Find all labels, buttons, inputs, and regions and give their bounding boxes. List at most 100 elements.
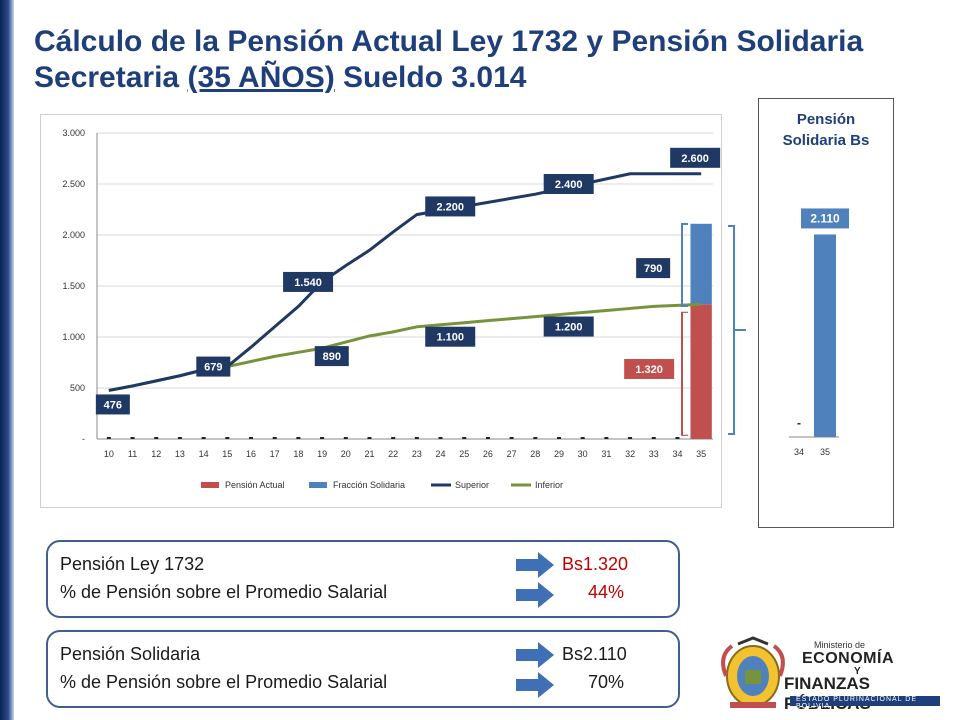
data-label-superior: 679 [196, 356, 231, 377]
info-label-pension-ley: Pensión Ley 1732 [60, 554, 205, 574]
main-chart: - 500 1.000 1.500 2.000 2.500 3.000 10 11 12 13 14 1… [62, 128, 721, 490]
data-label-box [543, 316, 594, 337]
zero-value-marker [533, 437, 538, 439]
zero-value-marker [391, 437, 396, 439]
x-tick-label: 13 [175, 449, 185, 459]
data-label-box [283, 271, 334, 292]
zero-value-marker [154, 437, 159, 439]
side-value-label-box [801, 208, 849, 229]
data-label-box [314, 346, 349, 367]
zero-value-marker [367, 437, 372, 439]
data-label-fracci-n-solidaria: 790 [636, 258, 671, 279]
info-label-percent-1: % de Pensión sobre el Promedio Salarial [60, 582, 388, 602]
info-box-pension-ley: Pensión Ley 1732 % de Pensión sobre el P… [46, 540, 680, 618]
data-label-superior: 2.400 [543, 174, 594, 194]
data-label-box [624, 358, 675, 379]
x-tick-label: 25 [459, 449, 469, 459]
data-label-inferior: 1.100 [425, 326, 476, 347]
data-label-superior: 2.200 [425, 196, 476, 217]
legend-label: Superior [455, 480, 489, 490]
left-decor-bar [0, 0, 14, 720]
arrow-right-icon [516, 642, 554, 668]
data-label-text: 1.200 [555, 322, 583, 334]
data-label-text: 476 [104, 399, 122, 411]
side-chart-title-line-1: Pensión [796, 111, 856, 128]
x-tick-label: 35 [696, 449, 706, 459]
data-label-text: 1.320 [635, 364, 663, 376]
side-x-tick-label: 35 [820, 447, 830, 457]
arrow-right-icon [516, 552, 554, 578]
side-chart-frame: Pensión Solidaria Bs 34 35 2.110 - [758, 98, 894, 528]
zero-value-marker [462, 437, 467, 439]
x-tick-label: 26 [483, 449, 493, 459]
info-label-pension-solidaria: Pensión Solidaria [60, 644, 201, 664]
data-label-box [543, 174, 594, 194]
zero-value-marker [177, 437, 182, 439]
data-label-text: 2.600 [681, 153, 709, 165]
info-box-pension-solidaria: Pensión Solidaria % de Pensión sobre el … [46, 630, 680, 708]
x-tick-label: 22 [388, 449, 398, 459]
x-tick-label: 29 [554, 449, 564, 459]
legend-swatch [201, 482, 219, 488]
y-tick-label: 2.000 [62, 230, 85, 240]
side-chart: 34 35 2.110 - [789, 208, 849, 457]
bar-fraccion-solidaria [690, 223, 712, 305]
zero-value-marker [272, 437, 277, 439]
info-value-percent-2: 70% [588, 672, 625, 692]
data-label-text: 679 [204, 362, 222, 374]
data-label-inferior: 890 [314, 346, 349, 367]
y-tick-label: 500 [70, 383, 85, 393]
x-tick-label: 11 [128, 449, 137, 459]
logo-banner [790, 696, 940, 706]
x-tick-label: 12 [151, 449, 161, 459]
side-chart-title-line-2: Solidaria Bs [782, 132, 870, 149]
x-tick-label: 32 [625, 449, 635, 459]
data-label-superior: 476 [95, 394, 130, 415]
x-tick-label: 23 [412, 449, 422, 459]
legend-label: Inferior [535, 480, 563, 490]
data-label-box [425, 196, 476, 217]
pension-actual-bracket [681, 311, 688, 436]
data-label-box [425, 326, 476, 347]
zero-value-marker [485, 437, 490, 439]
x-tick-label: 24 [436, 449, 446, 459]
x-tick-label: 17 [270, 449, 280, 459]
zero-value-marker [201, 437, 206, 439]
data-label-superior: 2.600 [670, 147, 721, 168]
x-tick-label: 20 [341, 449, 351, 459]
side-value-label: - [797, 416, 801, 430]
info-value-pension-ley: Bs1.320 [562, 554, 629, 574]
data-label-text: 1.540 [294, 277, 322, 289]
y-tick-label: 1.500 [62, 281, 85, 291]
x-tick-label: 21 [364, 449, 374, 459]
data-label-inferior: 1.200 [543, 316, 594, 337]
x-tick-label: 14 [199, 449, 209, 459]
bar-pension-actual [690, 304, 712, 439]
zero-value-marker [557, 437, 561, 439]
logo-line-1: Ministerio de [814, 640, 866, 650]
data-label-text: 1.100 [436, 332, 464, 344]
logo-line-3: Y [854, 666, 861, 677]
x-tick-label: 27 [507, 449, 517, 459]
x-tick-label: 19 [317, 449, 327, 459]
data-label-text: 2.200 [436, 201, 464, 213]
zero-value-marker [296, 437, 301, 439]
info-label-percent-2: % de Pensión sobre el Promedio Salarial [60, 672, 388, 692]
data-label-superior: 1.540 [283, 271, 334, 292]
y-tick-label: - [82, 434, 85, 444]
legend-label: Fracción Solidaria [333, 480, 405, 490]
side-value-label: 2.110 [810, 211, 840, 225]
title-line-1: Cálculo de la Pensión Actual Ley 1732 y … [34, 25, 864, 58]
data-label-text: 2.400 [555, 179, 583, 191]
info-value-percent-1: 44% [588, 582, 625, 602]
zero-value-marker [225, 437, 230, 439]
x-tick-label: 18 [293, 449, 303, 459]
y-tick-label: 2.500 [62, 179, 85, 189]
page-title: Cálculo de la Pensión Actual Ley 1732 y … [34, 24, 934, 96]
y-tick-label: 1.000 [62, 332, 85, 342]
main-chart-frame: - 500 1.000 1.500 2.000 2.500 3.000 10 11 12 13 14 1… [40, 114, 722, 508]
x-tick-label: 31 [601, 449, 611, 459]
bracket-annotations [681, 223, 746, 436]
coat-of-arms-icon [721, 636, 785, 708]
data-label-box [636, 258, 671, 279]
